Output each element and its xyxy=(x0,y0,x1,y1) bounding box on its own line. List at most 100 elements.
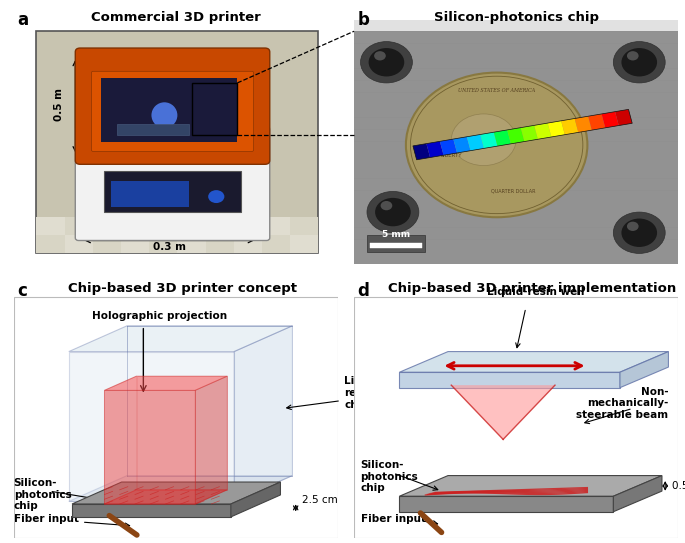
Polygon shape xyxy=(451,385,555,439)
Circle shape xyxy=(406,73,588,217)
Text: 0.5 cm: 0.5 cm xyxy=(672,481,685,491)
Polygon shape xyxy=(494,130,511,146)
Polygon shape xyxy=(104,376,227,390)
Bar xyxy=(354,179,678,191)
Circle shape xyxy=(374,51,386,60)
Polygon shape xyxy=(136,376,227,490)
Circle shape xyxy=(360,42,412,83)
Polygon shape xyxy=(399,476,662,496)
Polygon shape xyxy=(588,114,606,130)
Bar xyxy=(354,105,678,117)
Polygon shape xyxy=(399,372,620,388)
Bar xyxy=(64,217,92,235)
Circle shape xyxy=(369,48,404,77)
Bar xyxy=(354,167,678,178)
Text: Silicon-
photonics
chip: Silicon- photonics chip xyxy=(14,478,71,512)
Circle shape xyxy=(621,48,657,77)
Ellipse shape xyxy=(151,102,177,128)
Polygon shape xyxy=(426,141,444,157)
Text: Fiber input: Fiber input xyxy=(14,514,79,525)
Text: Silicon-
photonics
chip: Silicon- photonics chip xyxy=(360,460,419,493)
Polygon shape xyxy=(561,118,578,135)
Bar xyxy=(36,217,319,254)
Text: LIBERTY: LIBERTY xyxy=(440,153,462,158)
Bar xyxy=(354,154,678,166)
Bar xyxy=(354,240,678,251)
Polygon shape xyxy=(453,137,471,153)
Bar xyxy=(354,56,678,68)
Bar xyxy=(192,83,237,135)
Circle shape xyxy=(613,42,665,83)
Polygon shape xyxy=(68,476,292,501)
Polygon shape xyxy=(104,490,227,504)
FancyBboxPatch shape xyxy=(75,127,270,241)
FancyBboxPatch shape xyxy=(75,48,270,165)
Polygon shape xyxy=(413,143,430,160)
Text: Liquid-
resin
chamber: Liquid- resin chamber xyxy=(345,376,396,409)
Bar xyxy=(354,117,678,129)
Text: 0.5 m: 0.5 m xyxy=(54,89,64,122)
Text: QUARTER DOLLAR: QUARTER DOLLAR xyxy=(490,189,535,194)
Text: Commercial 3D printer: Commercial 3D printer xyxy=(91,11,260,23)
Polygon shape xyxy=(521,125,538,142)
Bar xyxy=(354,191,678,203)
Text: Non-
mechanically-
steerable beam: Non- mechanically- steerable beam xyxy=(576,387,669,420)
Polygon shape xyxy=(72,482,280,504)
Circle shape xyxy=(613,212,665,254)
Polygon shape xyxy=(399,351,669,372)
Bar xyxy=(354,252,678,264)
Circle shape xyxy=(375,198,411,226)
Text: Fiber input: Fiber input xyxy=(360,514,425,525)
Circle shape xyxy=(451,114,516,166)
Circle shape xyxy=(208,190,225,203)
Bar xyxy=(92,235,121,254)
FancyBboxPatch shape xyxy=(101,78,237,142)
Bar xyxy=(117,124,189,135)
Bar xyxy=(36,235,64,254)
Bar xyxy=(354,20,678,31)
Bar xyxy=(354,32,678,43)
Text: a: a xyxy=(17,11,28,29)
Text: Silicon-photonics chip: Silicon-photonics chip xyxy=(434,11,599,23)
Polygon shape xyxy=(104,390,195,504)
Circle shape xyxy=(627,222,638,231)
Polygon shape xyxy=(234,326,292,501)
Polygon shape xyxy=(68,351,234,501)
Polygon shape xyxy=(68,326,292,351)
Polygon shape xyxy=(534,123,551,139)
Bar xyxy=(149,235,177,254)
Polygon shape xyxy=(508,128,525,144)
Bar xyxy=(354,130,678,141)
Text: d: d xyxy=(358,282,369,300)
Text: 0.3 m: 0.3 m xyxy=(153,242,186,252)
Bar xyxy=(354,44,678,56)
Bar xyxy=(354,93,678,105)
Circle shape xyxy=(627,51,638,60)
Circle shape xyxy=(367,192,419,233)
Text: 5 mm: 5 mm xyxy=(382,230,410,239)
Bar xyxy=(354,216,678,227)
Polygon shape xyxy=(399,496,613,512)
Bar xyxy=(111,181,189,207)
Text: Chip-based 3D printer implementation: Chip-based 3D printer implementation xyxy=(388,282,676,295)
Text: Holographic projection: Holographic projection xyxy=(92,311,227,320)
Text: Chip-based 3D printer concept: Chip-based 3D printer concept xyxy=(68,282,297,295)
Bar xyxy=(290,217,319,235)
Text: 2.5 cm: 2.5 cm xyxy=(302,495,338,505)
Polygon shape xyxy=(466,135,484,150)
Bar xyxy=(354,203,678,215)
Polygon shape xyxy=(620,351,669,388)
Text: UNITED STATES OF AMERICA: UNITED STATES OF AMERICA xyxy=(458,88,535,93)
Bar xyxy=(354,142,678,154)
Text: b: b xyxy=(358,11,369,29)
Polygon shape xyxy=(548,121,565,137)
Polygon shape xyxy=(613,476,662,512)
Bar xyxy=(206,235,234,254)
Bar xyxy=(104,171,240,212)
Polygon shape xyxy=(72,504,231,517)
Polygon shape xyxy=(104,376,136,504)
Polygon shape xyxy=(575,116,592,132)
Circle shape xyxy=(381,201,393,210)
Polygon shape xyxy=(480,132,497,148)
FancyBboxPatch shape xyxy=(36,31,319,254)
